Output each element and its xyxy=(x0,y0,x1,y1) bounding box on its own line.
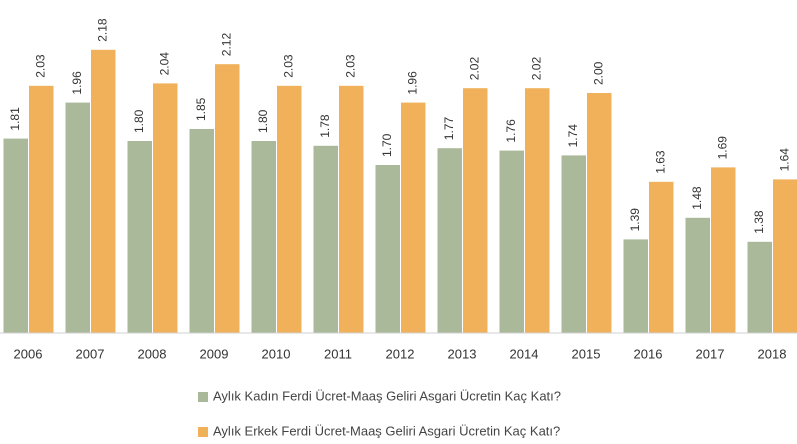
value-label: 1.48 xyxy=(690,186,704,210)
bar xyxy=(29,85,54,333)
value-label: 2.03 xyxy=(281,54,295,78)
bar xyxy=(401,102,426,333)
value-label: 1.80 xyxy=(132,109,146,133)
value-label: 1.74 xyxy=(566,124,580,148)
x-tick-label: 2011 xyxy=(324,346,352,361)
bar xyxy=(685,217,710,333)
bar xyxy=(215,64,240,333)
value-label: 1.76 xyxy=(504,119,518,143)
legend-label: Aylık Kadın Ferdi Ücret-Maaş Geliri Asga… xyxy=(213,388,561,403)
value-label: 1.96 xyxy=(70,71,84,95)
bar xyxy=(499,150,524,333)
value-label: 2.00 xyxy=(591,61,605,85)
bar xyxy=(127,141,152,333)
value-label: 1.80 xyxy=(256,109,270,133)
x-tick-label: 2012 xyxy=(386,346,415,361)
x-tick-label: 2016 xyxy=(634,346,663,361)
value-label: 1.63 xyxy=(653,150,667,174)
legend-swatch xyxy=(198,392,208,402)
bar xyxy=(623,239,648,333)
bar xyxy=(339,85,364,333)
x-tick-label: 2007 xyxy=(76,346,105,361)
value-label: 2.12 xyxy=(219,33,233,57)
value-label: 1.81 xyxy=(8,107,22,131)
bar xyxy=(711,167,736,333)
bar xyxy=(189,129,214,333)
value-label: 1.38 xyxy=(752,210,766,234)
value-label: 1.78 xyxy=(318,114,332,138)
bar xyxy=(313,145,338,333)
bar xyxy=(251,141,276,333)
value-label: 2.02 xyxy=(529,57,543,81)
bar xyxy=(773,179,797,333)
legend-swatch xyxy=(198,427,208,437)
bar xyxy=(65,102,90,333)
value-label: 2.04 xyxy=(157,52,171,76)
value-label: 1.77 xyxy=(442,117,456,141)
x-tick-label: 2017 xyxy=(696,346,725,361)
value-label: 2.02 xyxy=(467,57,481,81)
value-label: 2.18 xyxy=(95,18,109,42)
x-tick-label: 2015 xyxy=(572,346,601,361)
bar xyxy=(91,49,116,334)
bar xyxy=(437,148,462,333)
x-tick-label: 2009 xyxy=(200,346,229,361)
x-tick-label: 2013 xyxy=(448,346,477,361)
x-tick-label: 2008 xyxy=(138,346,167,361)
value-label: 2.03 xyxy=(33,54,47,78)
x-tick-label: 2014 xyxy=(510,346,539,361)
bar xyxy=(375,165,400,333)
value-label: 1.69 xyxy=(715,136,729,160)
x-tick-label: 2006 xyxy=(14,346,43,361)
bar xyxy=(153,83,178,334)
x-tick-label: 2018 xyxy=(758,346,787,361)
x-tick-label: 2010 xyxy=(262,346,291,361)
value-label: 1.96 xyxy=(405,71,419,95)
bar xyxy=(525,88,550,333)
value-label: 1.64 xyxy=(777,148,791,172)
bar xyxy=(587,93,612,333)
legend-label: Aylık Erkek Ferdi Ücret-Maaş Geliri Asga… xyxy=(213,423,560,438)
bar xyxy=(747,241,772,333)
bar xyxy=(3,138,28,333)
value-label: 1.85 xyxy=(194,97,208,121)
bar xyxy=(277,85,302,333)
value-label: 2.03 xyxy=(343,54,357,78)
bar xyxy=(561,155,586,333)
value-label: 1.70 xyxy=(380,133,394,157)
bar xyxy=(649,181,674,333)
bar xyxy=(463,88,488,333)
value-label: 1.39 xyxy=(628,208,642,232)
